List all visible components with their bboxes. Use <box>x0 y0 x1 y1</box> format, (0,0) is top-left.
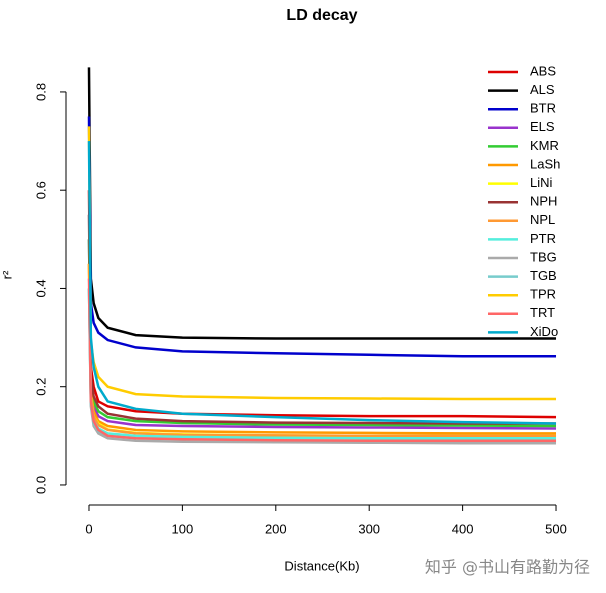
legend-label: TGB <box>530 268 557 283</box>
series-line <box>87 116 557 358</box>
x-axis-label: Distance(Kb) <box>284 558 359 573</box>
legend-label: TBG <box>530 249 557 264</box>
x-tick-label: 100 <box>172 521 194 536</box>
y-tick-label: 0.0 <box>33 476 48 494</box>
x-tick-label: 200 <box>265 521 287 536</box>
y-axis-label: r² <box>0 270 14 279</box>
series-line <box>87 141 557 425</box>
series-line <box>87 214 557 425</box>
legend-label: NPL <box>530 212 555 227</box>
x-tick-label: 500 <box>545 521 567 536</box>
series-line <box>87 67 557 340</box>
x-tick-label: 300 <box>358 521 380 536</box>
legend-label: KMR <box>530 138 559 153</box>
x-tick-label: 400 <box>452 521 474 536</box>
legend-label: BTR <box>530 101 556 116</box>
y-tick-label: 0.6 <box>33 181 48 199</box>
legend-label: LaSh <box>530 156 560 171</box>
legend-label: ABS <box>530 63 556 78</box>
series-line <box>87 126 557 401</box>
legend-label: NPH <box>530 194 557 209</box>
series-line <box>87 278 557 442</box>
y-tick-label: 0.8 <box>33 83 48 101</box>
legend-label: ALS <box>530 82 555 97</box>
series-line <box>87 190 557 419</box>
legend-label: TRT <box>530 305 555 320</box>
watermark: 知乎 @书山有路勤为径 <box>425 558 590 577</box>
x-tick-label: 0 <box>85 521 92 536</box>
legend-label: XiDo <box>530 324 558 339</box>
legend-label: ELS <box>530 119 555 134</box>
legend-label: LiNi <box>530 175 553 190</box>
y-tick-label: 0.2 <box>33 378 48 396</box>
legend-label: PTR <box>530 231 556 246</box>
legend-label: TPR <box>530 287 556 302</box>
y-tick-label: 0.4 <box>33 279 48 297</box>
chart-title: LD decay <box>286 7 357 24</box>
